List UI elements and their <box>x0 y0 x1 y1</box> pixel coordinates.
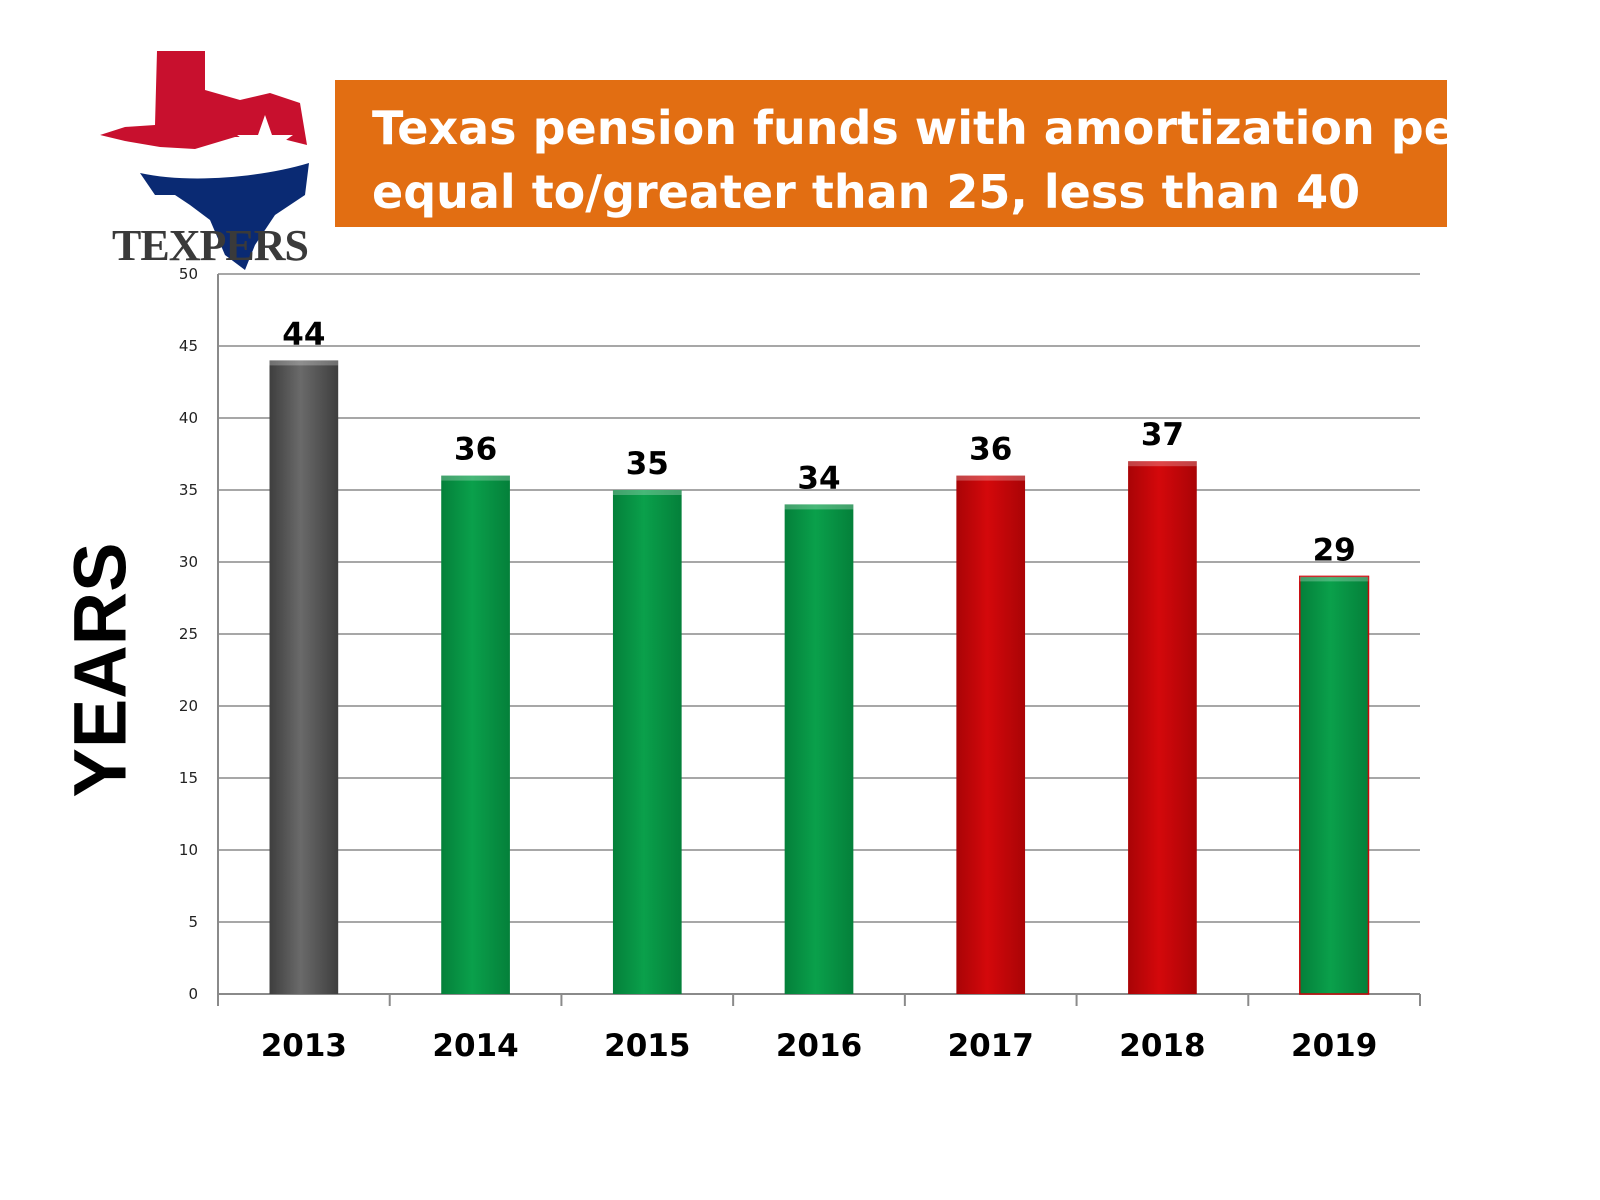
y-tick-label: 50 <box>179 265 198 283</box>
bar-2013 <box>269 360 339 994</box>
x-tick-label: 2019 <box>1291 1028 1377 1064</box>
bar-2018 <box>1128 461 1197 994</box>
data-label: 29 <box>1313 532 1356 568</box>
bar-cap <box>269 360 339 366</box>
data-label: 34 <box>797 460 840 496</box>
y-tick-label: 30 <box>179 553 198 571</box>
title-line-2: equal to/greater than 25, less than 40 <box>372 165 1361 219</box>
bar-2015 <box>612 490 682 994</box>
x-tick-label: 2016 <box>776 1028 862 1064</box>
x-tick-label: 2015 <box>604 1028 690 1064</box>
bar-cap <box>441 475 510 481</box>
data-label: 35 <box>626 446 669 482</box>
bar-cap <box>784 504 854 510</box>
bar-cap <box>1128 461 1197 467</box>
bar-2017 <box>956 475 1026 995</box>
y-tick-label: 40 <box>179 409 198 427</box>
y-tick-label: 5 <box>188 913 198 931</box>
y-tick-label: 15 <box>179 769 198 787</box>
x-tick-label: 2013 <box>261 1028 347 1064</box>
bar-2019 <box>1299 575 1370 995</box>
data-label: 36 <box>454 432 497 468</box>
logo-text: TEXPERS <box>112 221 309 270</box>
y-tick-label: 10 <box>179 841 198 859</box>
bar-2016 <box>784 504 854 994</box>
bar-cap <box>1299 576 1369 582</box>
y-tick-label: 25 <box>179 625 198 643</box>
x-tick-label: 2018 <box>1119 1028 1205 1064</box>
texpers-logo <box>95 45 325 275</box>
bar-cap <box>956 475 1026 481</box>
y-tick-label: 0 <box>188 985 198 1003</box>
data-label: 36 <box>969 432 1012 468</box>
bar-2014 <box>441 475 510 995</box>
x-tick-label: 2014 <box>432 1028 518 1064</box>
chart-title: Texas pension funds with amortization pe… <box>335 80 1586 227</box>
texas-flag-map-icon <box>100 51 309 270</box>
data-label: 44 <box>282 316 325 352</box>
bar-cap <box>612 490 682 495</box>
data-label: 37 <box>1141 417 1184 453</box>
y-tick-label: 35 <box>179 481 198 499</box>
x-tick-label: 2017 <box>948 1028 1034 1064</box>
y-tick-label: 20 <box>179 697 198 715</box>
y-tick-label: 45 <box>179 337 198 355</box>
title-line-1: Texas pension funds with amortization pe… <box>372 101 1586 155</box>
